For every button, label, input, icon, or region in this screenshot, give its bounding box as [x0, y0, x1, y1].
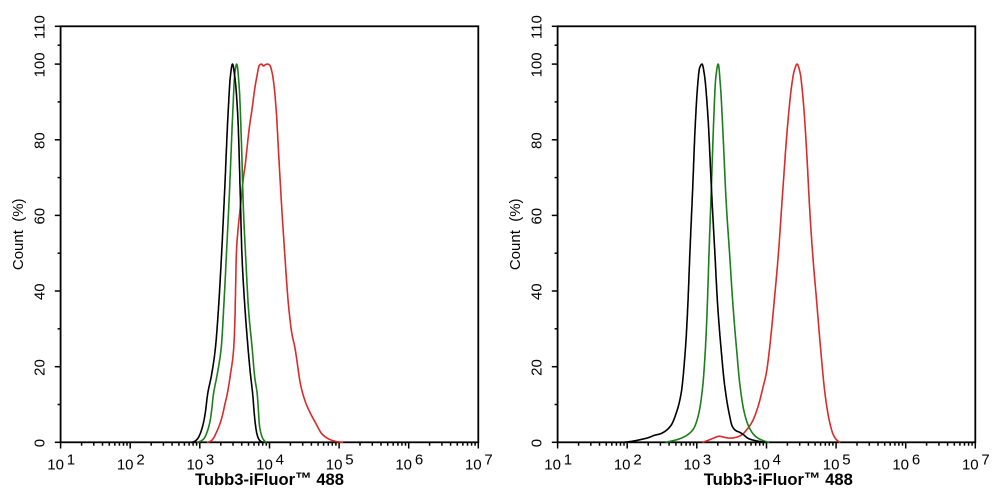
svg-text:0: 0 [31, 439, 48, 447]
svg-text:10: 10 [962, 457, 979, 474]
svg-text:10: 10 [47, 457, 64, 474]
svg-text:3: 3 [206, 452, 214, 469]
svg-text:10: 10 [544, 457, 561, 474]
svg-text:10: 10 [753, 457, 770, 474]
svg-text:80: 80 [31, 132, 48, 149]
svg-text:Tubb3-iFluor™ 488: Tubb3-iFluor™ 488 [704, 469, 853, 489]
svg-text:40: 40 [31, 283, 48, 300]
svg-text:110: 110 [31, 15, 48, 39]
svg-text:10: 10 [395, 457, 412, 474]
svg-text:Count (%): Count (%) [10, 198, 27, 270]
svg-text:10: 10 [117, 457, 134, 474]
svg-text:20: 20 [528, 359, 545, 376]
svg-text:1: 1 [564, 452, 572, 469]
svg-text:2: 2 [136, 452, 144, 469]
svg-text:5: 5 [842, 452, 850, 469]
svg-text:2: 2 [633, 452, 641, 469]
svg-text:Count (%): Count (%) [507, 198, 524, 270]
svg-text:10: 10 [823, 457, 840, 474]
svg-text:0: 0 [528, 439, 545, 447]
svg-text:5: 5 [345, 452, 353, 469]
svg-text:80: 80 [528, 132, 545, 149]
svg-text:100: 100 [528, 52, 545, 77]
svg-text:7: 7 [484, 452, 492, 469]
svg-text:6: 6 [415, 452, 423, 469]
svg-text:20: 20 [31, 359, 48, 376]
svg-text:3: 3 [703, 452, 711, 469]
svg-text:10: 10 [326, 457, 343, 474]
svg-text:60: 60 [528, 208, 545, 225]
svg-text:10: 10 [614, 457, 631, 474]
svg-text:10: 10 [465, 457, 482, 474]
svg-text:4: 4 [276, 452, 284, 469]
svg-text:6: 6 [912, 452, 920, 469]
svg-text:40: 40 [528, 283, 545, 300]
svg-text:Tubb3-iFluor™ 488: Tubb3-iFluor™ 488 [195, 469, 344, 489]
svg-text:10: 10 [256, 457, 273, 474]
svg-text:10: 10 [186, 457, 203, 474]
svg-text:1: 1 [67, 452, 75, 469]
svg-text:100: 100 [31, 52, 48, 77]
svg-text:10: 10 [683, 457, 700, 474]
svg-text:10: 10 [892, 457, 909, 474]
svg-text:110: 110 [528, 15, 545, 39]
svg-text:4: 4 [773, 452, 781, 469]
svg-text:7: 7 [981, 452, 989, 469]
svg-text:60: 60 [31, 208, 48, 225]
